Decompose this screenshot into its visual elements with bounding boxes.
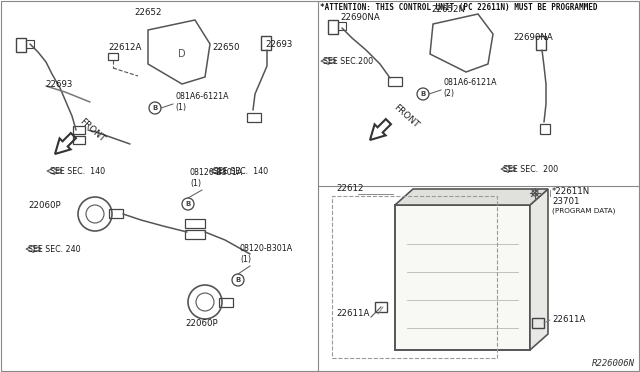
Bar xyxy=(328,20,338,34)
Text: R226006N: R226006N xyxy=(592,359,635,368)
Bar xyxy=(185,230,205,239)
Bar xyxy=(332,196,497,358)
Text: 081A6-6121A
(2): 081A6-6121A (2) xyxy=(443,78,497,98)
Bar xyxy=(247,113,261,122)
Bar xyxy=(219,298,233,307)
Text: 22650: 22650 xyxy=(212,43,239,52)
Text: B: B xyxy=(236,277,241,283)
Text: SEE SEC.  140: SEE SEC. 140 xyxy=(50,167,105,176)
Bar xyxy=(532,318,544,328)
Bar xyxy=(395,205,530,350)
Text: 22611A: 22611A xyxy=(552,315,586,324)
Bar xyxy=(536,36,546,50)
Text: B: B xyxy=(152,105,157,111)
Text: 22693: 22693 xyxy=(265,40,292,49)
Bar xyxy=(73,126,85,134)
Text: 08120-B301A
(1): 08120-B301A (1) xyxy=(240,244,293,264)
Bar xyxy=(16,38,26,52)
Bar xyxy=(108,53,118,60)
Text: SEE SEC.200: SEE SEC.200 xyxy=(323,57,373,66)
Bar xyxy=(388,77,402,86)
Text: SEE SEC.  140: SEE SEC. 140 xyxy=(213,167,268,176)
Bar xyxy=(338,22,346,30)
Text: 22060P: 22060P xyxy=(28,201,61,210)
Text: *ATTENTION: THIS CONTROL UNIT (PC 22611N) MUST BE PROGRAMMED: *ATTENTION: THIS CONTROL UNIT (PC 22611N… xyxy=(320,3,598,12)
Bar xyxy=(73,136,85,144)
Text: 22690NA: 22690NA xyxy=(340,13,380,22)
Text: FRONT: FRONT xyxy=(392,103,420,130)
Polygon shape xyxy=(530,189,548,350)
Bar xyxy=(26,40,34,48)
Text: 22693: 22693 xyxy=(45,80,72,89)
Text: FRONT: FRONT xyxy=(78,117,107,144)
Text: 22690NA: 22690NA xyxy=(513,33,553,42)
Text: B: B xyxy=(186,201,191,207)
Text: 22612: 22612 xyxy=(336,184,364,193)
Text: 22612A: 22612A xyxy=(108,43,141,52)
Text: (PROGRAM DATA): (PROGRAM DATA) xyxy=(552,208,616,215)
Text: SEE SEC. 240: SEE SEC. 240 xyxy=(28,245,81,254)
Bar xyxy=(261,36,271,50)
Polygon shape xyxy=(395,189,548,205)
Text: *22611N: *22611N xyxy=(552,187,590,196)
Text: 081A6-6121A
(1): 081A6-6121A (1) xyxy=(175,92,228,112)
Bar xyxy=(109,209,123,218)
Text: SEE SEC.  200: SEE SEC. 200 xyxy=(503,165,558,174)
Bar xyxy=(185,219,205,228)
Text: 22652N: 22652N xyxy=(431,5,465,14)
Bar xyxy=(540,124,550,134)
Bar xyxy=(375,302,387,312)
Text: B: B xyxy=(420,91,426,97)
Text: D: D xyxy=(178,49,186,59)
Text: 23701: 23701 xyxy=(552,197,579,206)
Text: 08120-B301A
(1): 08120-B301A (1) xyxy=(190,168,243,188)
Text: 22611A: 22611A xyxy=(336,309,369,318)
Text: 22060P: 22060P xyxy=(185,319,218,328)
Text: 22652: 22652 xyxy=(134,8,162,17)
